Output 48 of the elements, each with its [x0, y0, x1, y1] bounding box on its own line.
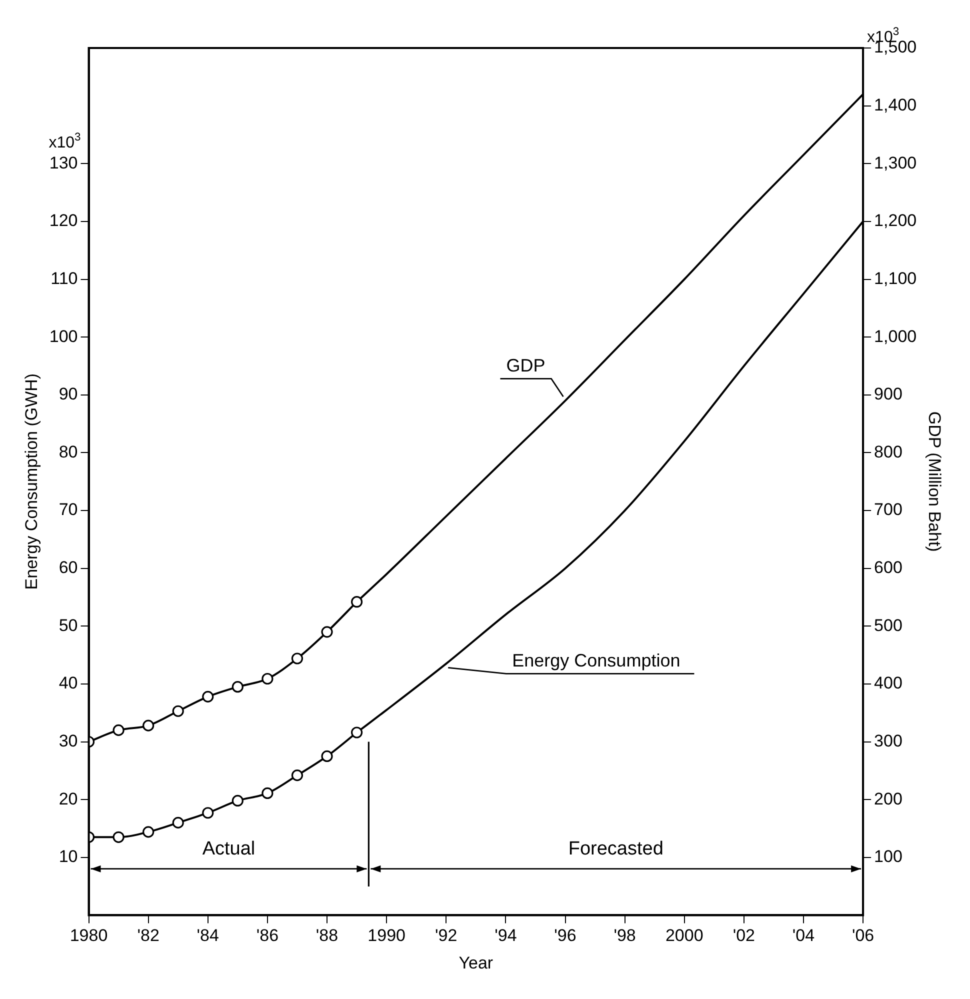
y-tick-label: 80	[58, 442, 78, 462]
x-tick-label: 1990	[368, 926, 406, 946]
y-tick-label: 100	[49, 326, 78, 346]
y2-tick-label: 700	[874, 500, 902, 520]
y-tick-label: 90	[58, 384, 78, 404]
x-tick-label: '06	[852, 926, 874, 946]
y-tick-label: 110	[50, 268, 78, 288]
x-tick-label: '94	[494, 926, 517, 946]
x-tick-label: '96	[554, 926, 576, 946]
x-tick-label: '02	[732, 926, 756, 946]
x-tick-label: '84	[196, 926, 219, 946]
y-tick-label: 120	[49, 211, 78, 230]
y-axis-title: Energy Consumption (GWH)	[22, 373, 41, 590]
x-tick-label: '86	[256, 926, 279, 946]
x-axis-title: Year	[458, 953, 494, 972]
y-tick-label: 130	[49, 153, 78, 172]
y2-tick-label: 1,100	[874, 268, 917, 288]
y-tick-label: 10	[58, 847, 78, 866]
x-tick-label: '04	[792, 926, 815, 946]
annotation: Actual	[202, 838, 256, 860]
y-tick-label: 30	[58, 731, 78, 750]
y2-tick-label: 300	[874, 731, 902, 750]
y2-tick-label: 400	[874, 674, 902, 693]
series-label: Energy Consumption	[512, 650, 680, 671]
y-tick-label: 70	[58, 500, 78, 520]
y2-tick-label: 900	[874, 384, 902, 404]
x-tick-label: 1980	[70, 926, 108, 946]
y2-tick-label: 1,200	[874, 211, 917, 230]
y2-tick-label: 800	[874, 442, 902, 462]
y-tick-label: 40	[58, 674, 78, 693]
y2-tick-label: 100	[874, 847, 902, 866]
y2-tick-label: 1,400	[874, 96, 917, 114]
y2-tick-label: 200	[874, 789, 902, 808]
annotation: Forecasted	[568, 838, 664, 860]
x-tick-label: '82	[137, 926, 160, 946]
x-tick-label: '88	[316, 926, 338, 946]
y-tick-label: 60	[58, 558, 78, 578]
x-tick-label: '92	[435, 926, 458, 946]
x-tick-label: '98	[614, 926, 636, 946]
y2-tick-label: 500	[874, 616, 902, 635]
series-label: GDP	[506, 356, 546, 376]
y-tick-label: 50	[58, 616, 78, 635]
y2-tick-label: 600	[874, 558, 902, 578]
y-tick-label: 20	[58, 789, 78, 808]
x-tick-label: 2000	[665, 926, 704, 946]
y2-tick-label: 1,300	[874, 153, 917, 172]
y2-tick-label: 1,000	[874, 326, 917, 346]
y2-axis-title: GDP (Million Baht)	[925, 411, 944, 552]
